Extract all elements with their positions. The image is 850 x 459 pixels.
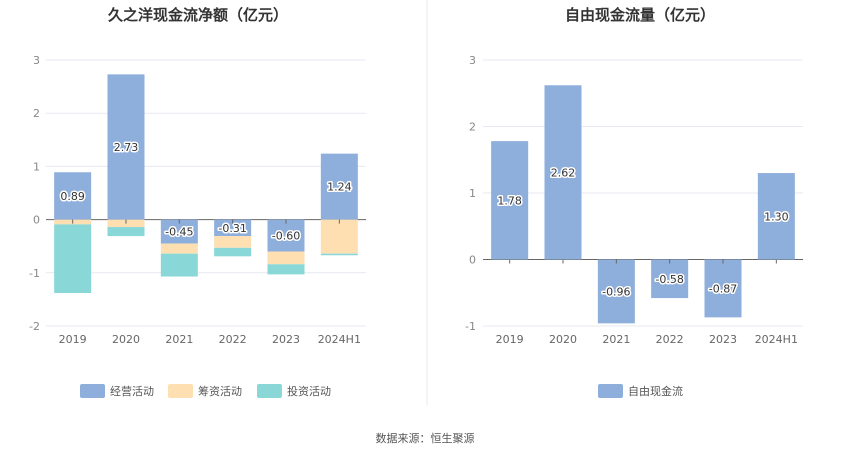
bar-经营活动-2024H1 [320, 153, 358, 220]
bar-投资活动-2020 [107, 227, 145, 237]
x-tick-label: 2024H1 [318, 333, 361, 346]
bar-自由现金流-2024H1 [757, 173, 795, 260]
bar-投资活动-2021 [160, 253, 198, 277]
y-tick-label: -2 [29, 320, 40, 333]
x-tick-label: 2020 [112, 333, 140, 346]
legend-swatch [257, 384, 282, 398]
y-tick-label: -1 [465, 320, 476, 333]
chart-title: 久之洋现金流净额（亿元） [108, 6, 288, 24]
data-label: -0.87 [709, 282, 737, 295]
data-label: 1.24 [327, 181, 352, 194]
bar-自由现金流-2023 [704, 259, 742, 318]
y-tick-label: 0 [469, 254, 476, 267]
y-tick-label: -1 [29, 267, 40, 280]
y-tick-label: 3 [469, 54, 476, 67]
legend-label: 筹资活动 [198, 384, 242, 398]
bar-筹资活动-2024H1 [320, 219, 358, 254]
legend-label: 经营活动 [110, 384, 154, 398]
x-tick-label: 2024H1 [755, 333, 798, 346]
legend-swatch [598, 384, 623, 398]
data-label: -0.31 [218, 222, 246, 235]
x-tick-label: 2021 [165, 333, 193, 346]
legend-swatch [168, 384, 193, 398]
data-label: 1.30 [764, 210, 789, 223]
data-label: 2.62 [551, 166, 576, 179]
x-tick-label: 2023 [709, 333, 737, 346]
legend-label: 自由现金流 [628, 384, 683, 398]
data-label: -0.60 [272, 230, 300, 243]
free-cashflow-chart: 自由现金流量（亿元） 3 2 1 0 -1 1.78 2019 2.62 2020 -0.96 20… [465, 6, 803, 398]
data-label: 0.89 [60, 190, 85, 203]
bar-经营活动-2022 [214, 219, 252, 237]
bar-自由现金流-2021 [597, 259, 635, 324]
x-tick-label: 2019 [59, 333, 87, 346]
chart-title: 自由现金流量（亿元） [565, 6, 715, 24]
bar-投资活动-2019 [54, 224, 92, 294]
y-tick-label: 0 [33, 214, 40, 227]
y-tick-label: 1 [469, 187, 476, 200]
data-label: 1.78 [497, 194, 522, 207]
data-label: -0.96 [602, 285, 630, 298]
bar-筹资活动-2021 [160, 243, 198, 254]
cashflow-net-chart: 久之洋现金流净额（亿元） 3 2 1 0 -1 -2 0.89 2019 2.73 2020 -0.… [29, 6, 366, 398]
legend-label: 投资活动 [287, 384, 331, 398]
x-tick-label: 2020 [549, 333, 577, 346]
bar-筹资活动-2023 [267, 251, 305, 265]
y-tick-label: 3 [33, 54, 40, 67]
data-label: -0.58 [655, 273, 683, 286]
bar-投资活动-2022 [214, 247, 252, 257]
bar-筹资活动-2022 [214, 236, 252, 248]
bar-投资活动-2023 [267, 264, 305, 275]
data-label: 2.73 [114, 141, 139, 154]
y-tick-label: 1 [33, 160, 40, 173]
bar-投资活动-2024H1 [320, 253, 358, 256]
bar-经营活动-2020 [107, 74, 145, 220]
x-tick-label: 2019 [496, 333, 524, 346]
x-tick-label: 2022 [656, 333, 684, 346]
x-tick-label: 2023 [272, 333, 300, 346]
bar-经营活动-2021 [160, 219, 198, 244]
legend-swatch [80, 384, 105, 398]
bar-自由现金流-2019 [491, 141, 529, 260]
bar-自由现金流-2020 [544, 85, 582, 260]
data-label: -0.45 [165, 226, 193, 239]
bar-经营活动-2023 [267, 219, 305, 252]
x-tick-label: 2022 [219, 333, 247, 346]
bar-经营活动-2019 [54, 172, 92, 220]
source-note: 数据来源：恒生聚源 [376, 431, 475, 445]
y-tick-label: 2 [469, 121, 476, 134]
x-tick-label: 2021 [602, 333, 630, 346]
bar-自由现金流-2022 [651, 259, 689, 299]
y-tick-label: 2 [33, 107, 40, 120]
